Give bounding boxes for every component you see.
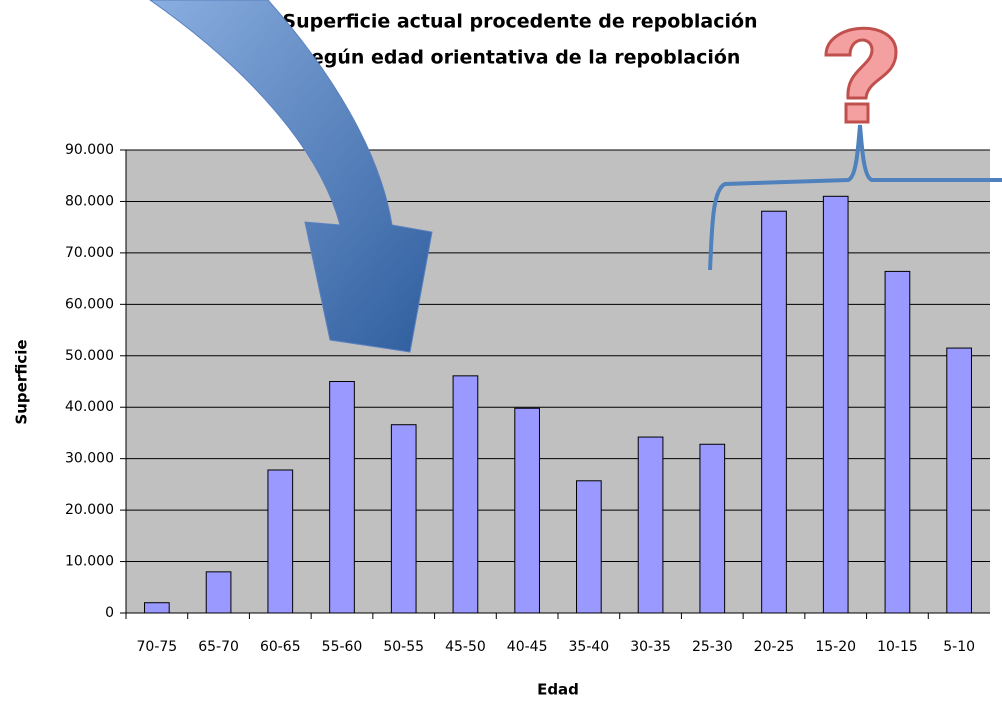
chart-title: Superficie actual procedente de repoblac… [282,11,757,33]
x-tick-label: 30-35 [630,639,671,655]
bar [884,270,911,614]
y-tick-label: 40.000 [65,399,114,415]
y-axis-label: Superficie [13,339,31,424]
y-tick-label: 90.000 [65,142,114,158]
x-tick-label: 65-70 [198,639,239,655]
x-tick-label: 50-55 [383,639,424,655]
bar [329,381,355,614]
bar [144,602,170,614]
y-tick-label: 10.000 [65,554,114,570]
bar [761,210,787,614]
bars [144,195,972,614]
x-tick-label: 25-30 [692,639,733,655]
x-axis-label: Edad [537,681,579,699]
bar [514,407,540,614]
bar [452,375,479,614]
bar [637,436,664,614]
x-tick-label: 40-45 [507,639,548,655]
y-tick-label: 80.000 [65,193,114,209]
bar [390,424,417,614]
question-mark [824,26,898,124]
y-tick-label: 30.000 [65,451,114,467]
bar [205,571,232,614]
x-tick-label: 5-10 [943,639,975,655]
x-tick-label: 60-65 [260,639,301,655]
bracket [708,124,1002,271]
x-tick-label: 35-40 [569,639,610,655]
bar [576,480,602,614]
bar [946,347,972,614]
x-tick-label: 20-25 [754,639,795,655]
y-tick-label: 50.000 [65,348,114,364]
x-tick-label: 15-20 [815,639,856,655]
y-tick-label: 20.000 [65,502,114,518]
chart-title: según edad orientativa de la repoblación [300,47,741,69]
bar [267,469,294,614]
bar [822,195,849,614]
y-tick-label: 60.000 [65,296,114,312]
y-tick-label: 70.000 [65,245,114,261]
x-tick-label: 10-15 [877,639,918,655]
x-tick-label: 45-50 [445,639,486,655]
bar [699,443,726,614]
x-tick-label: 55-60 [322,639,363,655]
plot-area [126,150,990,613]
x-tick-label: 70-75 [137,639,178,655]
y-tick-label: 0 [105,605,114,621]
curved-arrow [149,0,433,353]
